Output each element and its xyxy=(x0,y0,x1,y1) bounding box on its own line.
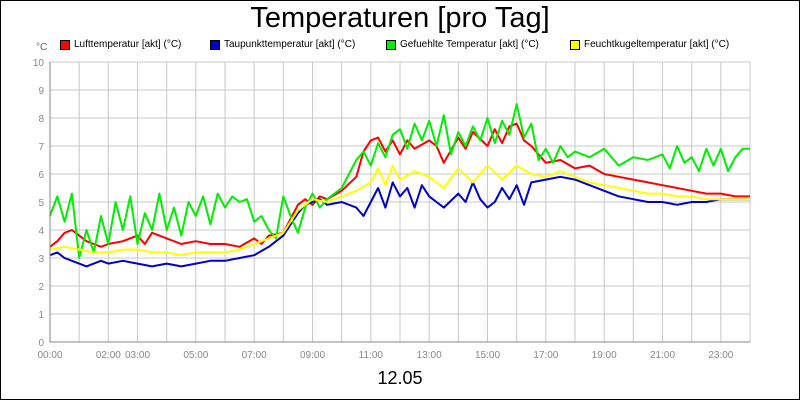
x-axis-date-label: 12.05 xyxy=(377,368,423,388)
legend-item-feuchtkugeltemperatur: Feuchtkugeltemperatur [akt] (°C) xyxy=(570,39,729,50)
y-tick-label: 1 xyxy=(38,310,44,321)
y-axis-unit: °C xyxy=(36,42,48,53)
y-tick-label: 2 xyxy=(38,282,44,293)
x-tick-label: 07:00 xyxy=(242,350,267,361)
legend-label: Taupunkttemperatur [akt] (°C) xyxy=(224,39,356,50)
legend-swatch-blue xyxy=(210,39,220,50)
legend-item-lufttemperatur: Lufttemperatur [akt] (°C) xyxy=(60,39,181,50)
legend-label: Gefuehlte Temperatur [akt] (°C) xyxy=(400,39,539,50)
x-tick-label: 23:00 xyxy=(708,350,733,361)
x-tick-label: 19:00 xyxy=(592,350,617,361)
series-line-3 xyxy=(49,164,750,257)
x-tick-label: 09:00 xyxy=(300,350,325,361)
legend-swatch-red xyxy=(60,39,70,50)
chart-title: Temperaturen [pro Tag] xyxy=(250,2,550,34)
x-tick-label: 02:00 xyxy=(96,350,121,361)
x-tick-label: 13:00 xyxy=(417,350,442,361)
y-tick-label: 3 xyxy=(38,254,44,265)
legend-item-taupunkttemperatur: Taupunkttemperatur [akt] (°C) xyxy=(210,39,355,50)
legend-swatch-yellow xyxy=(570,39,580,50)
y-tick-label: 5 xyxy=(38,198,44,209)
y-tick-label: 7 xyxy=(38,142,44,153)
legend-label: Lufttemperatur [akt] (°C) xyxy=(74,39,182,50)
y-tick-label: 4 xyxy=(38,226,44,237)
x-tick-label: 17:00 xyxy=(533,350,558,361)
y-tick-label: 9 xyxy=(38,86,44,97)
x-tick-label: 11:00 xyxy=(359,350,384,361)
x-tick-label: 21:00 xyxy=(650,350,675,361)
legend-item-gefuehlte-temperatur: Gefuehlte Temperatur [akt] (°C) xyxy=(386,39,539,50)
x-tick-label: 15:00 xyxy=(475,350,500,361)
series-line-2 xyxy=(49,103,750,259)
x-tick-label: 05:00 xyxy=(183,350,208,361)
legend-label: Feuchtkugeltemperatur [akt] (°C) xyxy=(584,39,730,50)
y-tick-label: 8 xyxy=(38,114,44,125)
y-tick-label: 6 xyxy=(38,170,44,181)
x-tick-label: 00:00 xyxy=(37,350,62,361)
series-line-1 xyxy=(49,175,750,268)
x-tick-label: 03:00 xyxy=(125,350,150,361)
y-tick-label: 0 xyxy=(38,338,44,349)
series-line-0 xyxy=(49,122,750,248)
legend-swatch-green xyxy=(386,39,396,50)
y-tick-label: 10 xyxy=(33,58,45,69)
